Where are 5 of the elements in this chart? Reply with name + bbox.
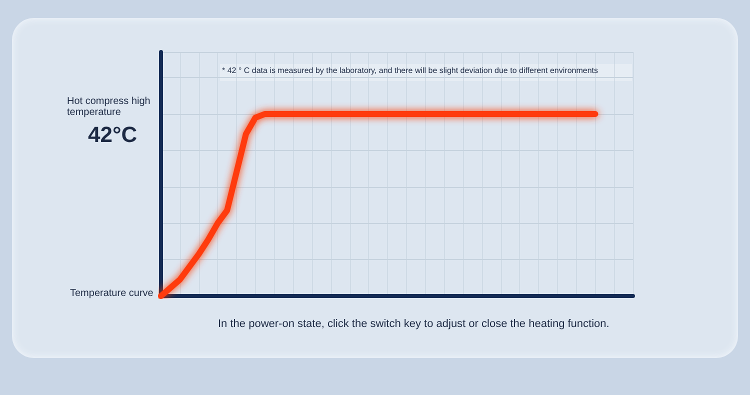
text: Temperature curve xyxy=(70,288,154,299)
text: Hot compress high temperature xyxy=(67,96,152,118)
text: In the power-on state, click the switch key to adjust or close the heating function. xyxy=(218,318,610,330)
text: * 42 ° C data is measured by the laboratory, and there will be slight deviation due to different environments xyxy=(222,66,600,75)
text: 42°C xyxy=(88,122,138,148)
